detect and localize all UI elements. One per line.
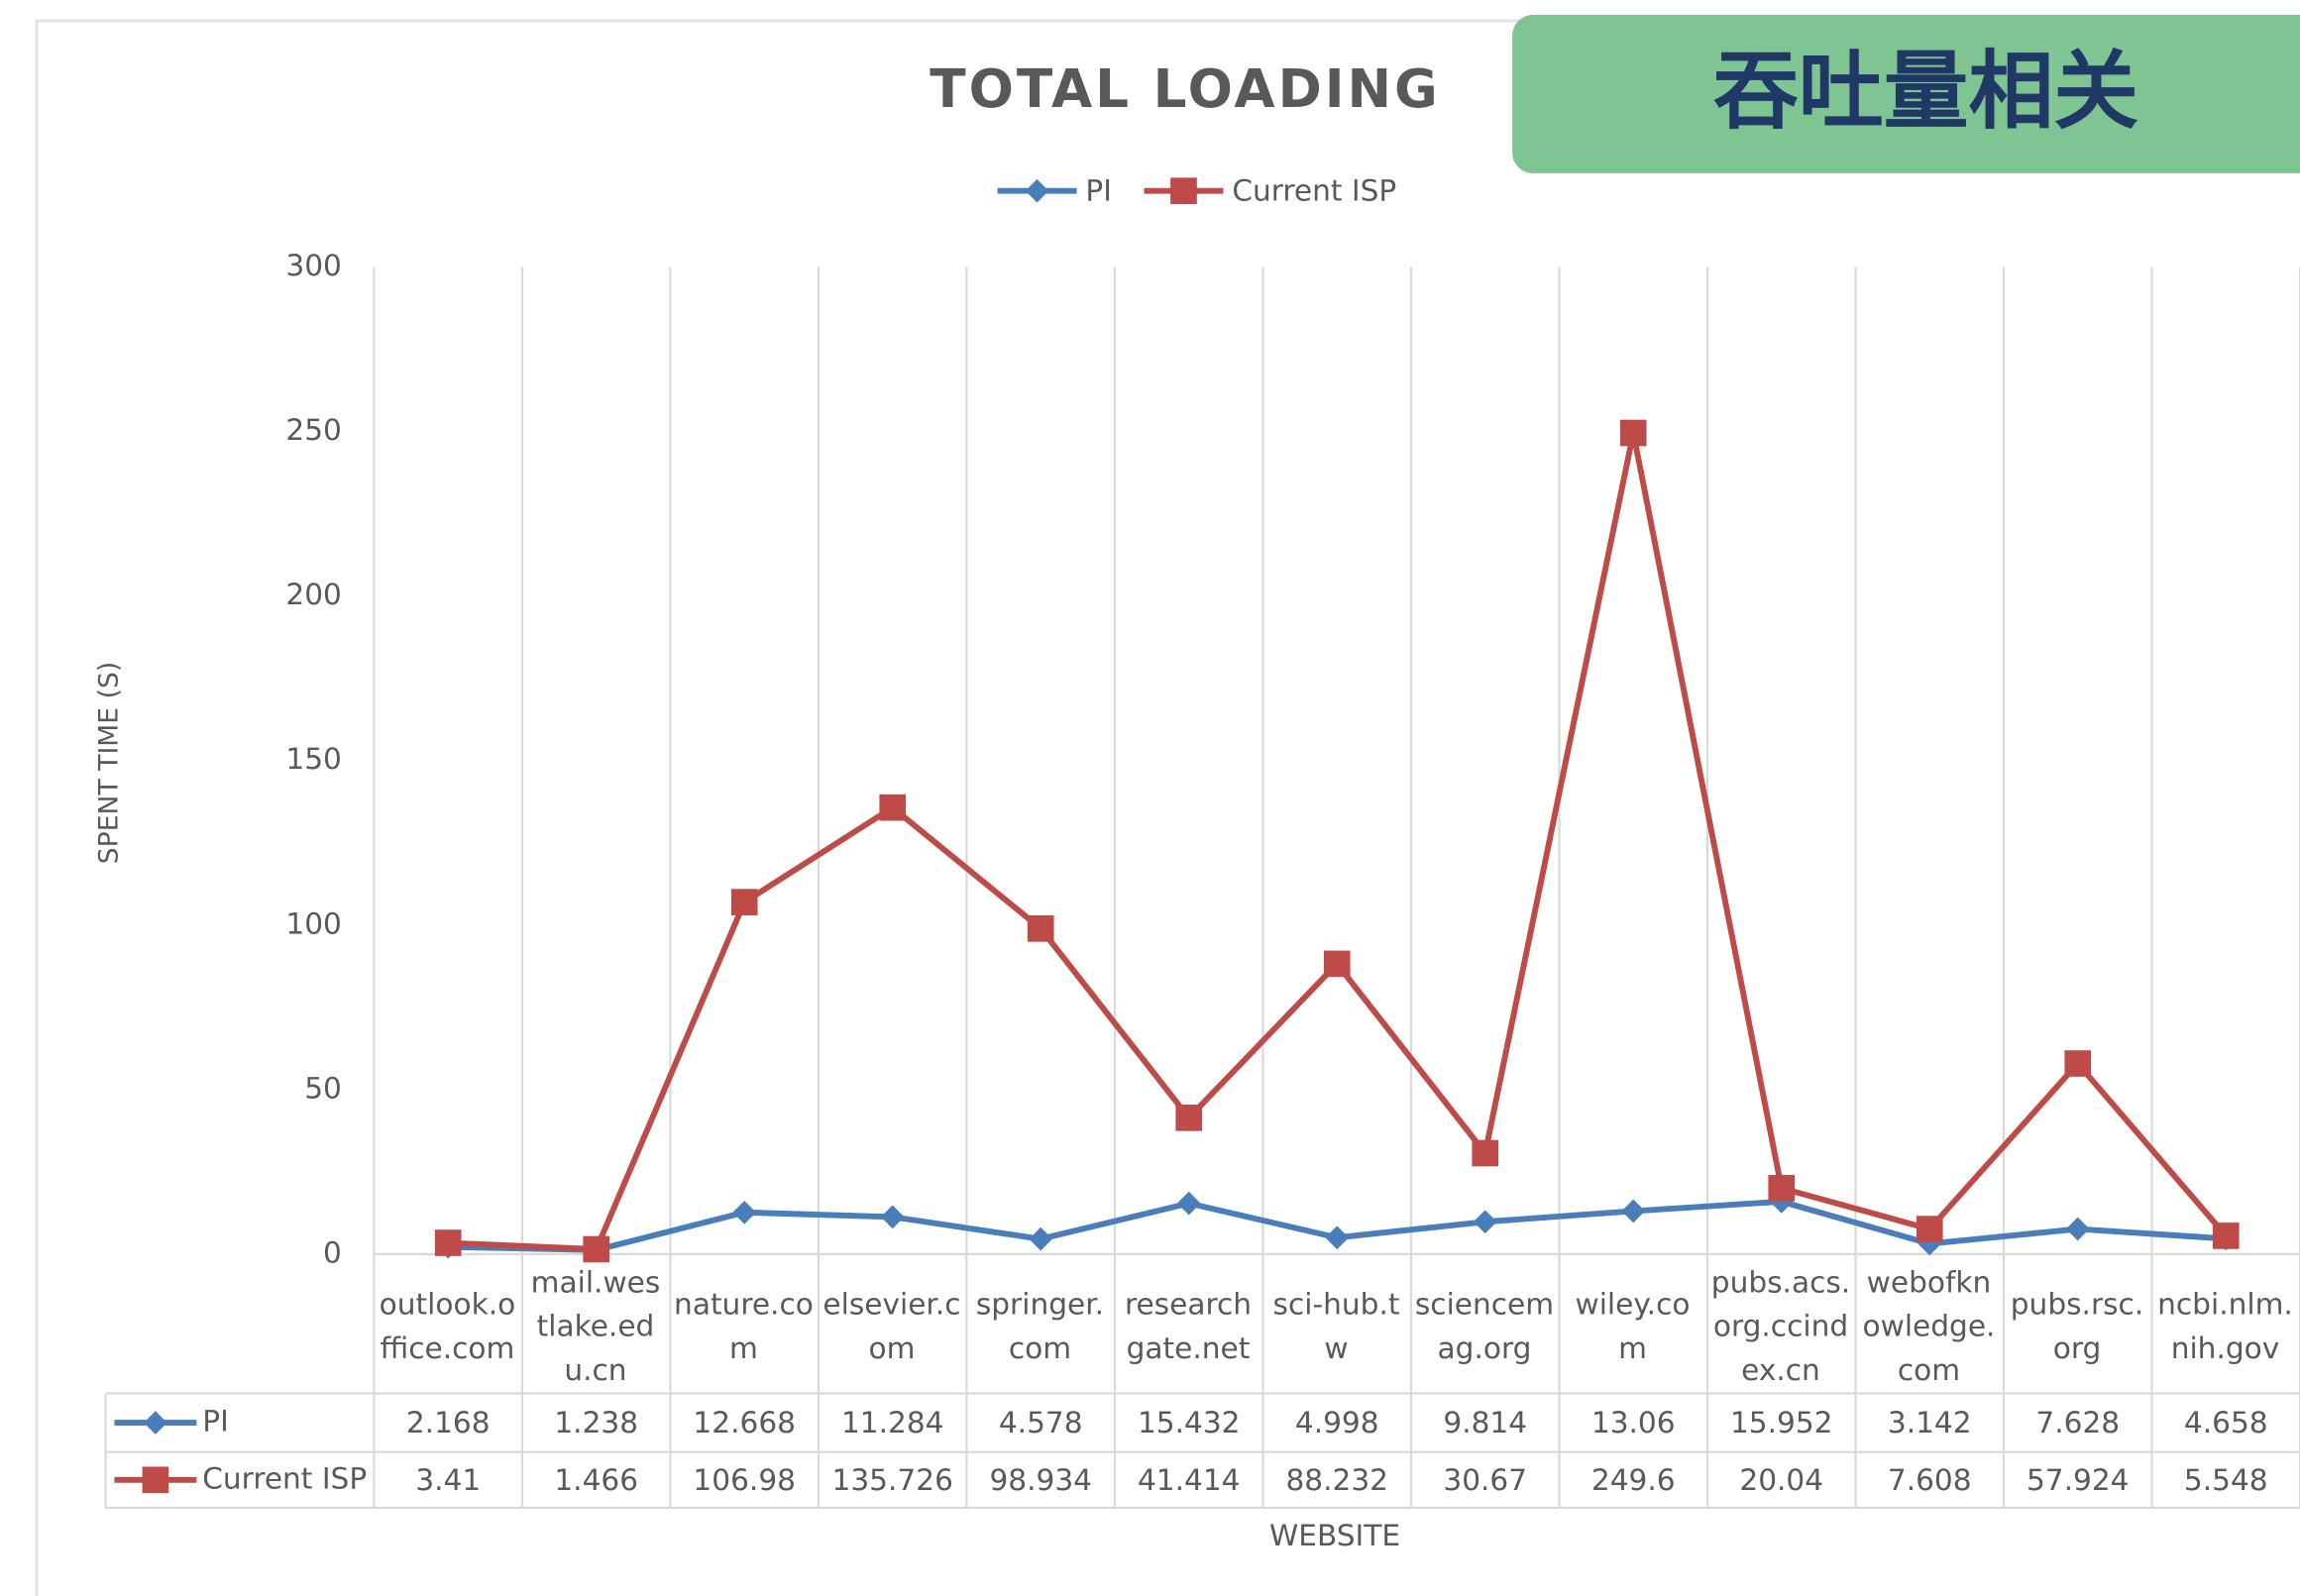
x-tick-label-box: webofknowledge.com: [1862, 1264, 1996, 1388]
table-cell: 9.814: [1443, 1406, 1527, 1439]
x-tick-label-box: pubs.acs.org.ccindex.cn: [1710, 1264, 1851, 1388]
x-tick-label-box: springer.com: [975, 1286, 1105, 1366]
point: [2064, 1050, 2092, 1077]
chart-frame: [35, 19, 2300, 1596]
x-tick-label-box: mail.westlake.edu.cn: [530, 1264, 661, 1388]
table-cell: 15.432: [1138, 1406, 1241, 1439]
point: [1175, 1105, 1203, 1131]
table-cell: 13.06: [1591, 1406, 1676, 1439]
point: [1027, 915, 1054, 942]
table-legend-label: PI: [202, 1405, 229, 1438]
point: [879, 794, 907, 821]
point: [1170, 177, 1197, 205]
x-tick-label: springer.com: [975, 1286, 1105, 1366]
x-tick-label: ncbi.nlm.nih.gov: [2157, 1286, 2293, 1366]
y-tick-label: 300: [285, 249, 342, 282]
table-cell: 7.628: [2035, 1406, 2120, 1439]
table-cell: 4.998: [1295, 1406, 1379, 1439]
x-tick-label-box: researchgate.net: [1124, 1286, 1253, 1366]
table-cell: 30.67: [1443, 1463, 1527, 1497]
point: [142, 1466, 169, 1494]
x-tick-label: outlook.office.com: [379, 1286, 516, 1366]
point: [583, 1235, 610, 1263]
x-tick-label: elsevier.com: [822, 1286, 961, 1366]
x-tick-label: webofknowledge.com: [1862, 1264, 1996, 1388]
y-axis-label: SPENT TIME (S): [94, 662, 125, 864]
table-cell: 7.608: [1888, 1463, 1972, 1497]
x-tick-label-box: pubs.rsc.org: [2010, 1286, 2144, 1366]
point: [434, 1229, 462, 1256]
chart-title: TOTAL LOADING: [930, 58, 1440, 120]
legend-label: Current ISP: [1232, 174, 1396, 208]
table-cell: 106.98: [693, 1463, 796, 1497]
point: [730, 889, 758, 915]
legend-label: PI: [1085, 174, 1112, 208]
y-tick-label: 0: [323, 1235, 342, 1269]
table-cell: 12.668: [693, 1406, 796, 1439]
table-cell: 15.952: [1730, 1406, 1833, 1439]
x-tick-label: sci-hub.tw: [1272, 1286, 1400, 1366]
x-tick-label: wiley.com: [1575, 1286, 1691, 1366]
table-cell: 11.284: [841, 1406, 944, 1439]
point: [1768, 1174, 1796, 1202]
point: [1472, 1139, 1499, 1167]
x-tick-label-box: elsevier.com: [822, 1286, 961, 1366]
y-tick-label: 50: [304, 1071, 342, 1105]
table-cell: 249.6: [1591, 1463, 1676, 1497]
table-cell: 3.142: [1888, 1406, 1972, 1439]
y-tick-label: 150: [285, 742, 342, 776]
x-tick-label: pubs.rsc.org: [2010, 1286, 2144, 1366]
banner-box: [1512, 15, 2300, 173]
point: [2212, 1223, 2240, 1249]
table-cell: 98.934: [989, 1463, 1092, 1497]
x-axis-label: WEBSITE: [1269, 1519, 1400, 1552]
x-tick-label-box: outlook.office.com: [379, 1286, 516, 1366]
x-tick-label: mail.westlake.edu.cn: [530, 1264, 661, 1388]
table-cell: 3.41: [415, 1463, 481, 1497]
x-tick-label: researchgate.net: [1124, 1286, 1253, 1366]
table-cell: 20.04: [1739, 1463, 1823, 1497]
table-cell: 88.232: [1285, 1463, 1388, 1497]
y-tick-label: 200: [285, 578, 342, 611]
point: [1916, 1216, 1943, 1242]
table-cell: 135.726: [832, 1463, 953, 1497]
x-tick-label-box: sci-hub.tw: [1272, 1286, 1400, 1366]
x-tick-label: nature.com: [674, 1286, 814, 1366]
x-tick-label-box: ncbi.nlm.nih.gov: [2157, 1286, 2293, 1366]
table-cell: 41.414: [1138, 1463, 1241, 1497]
point: [1619, 419, 1647, 447]
table-cell: 5.548: [2184, 1463, 2268, 1497]
y-tick-label: 100: [285, 906, 342, 940]
x-tick-label-box: nature.com: [674, 1286, 814, 1366]
table-cell: 57.924: [2026, 1463, 2130, 1497]
x-tick-label-box: wiley.com: [1575, 1286, 1691, 1366]
table-cell: 2.168: [406, 1406, 491, 1439]
x-tick-label: pubs.acs.org.ccindex.cn: [1710, 1264, 1851, 1388]
table-cell: 4.658: [2184, 1406, 2268, 1439]
point: [1323, 950, 1351, 978]
table-cell: 4.578: [999, 1406, 1083, 1439]
table-legend-label: Current ISP: [202, 1461, 367, 1495]
x-tick-label: sciencemag.org: [1414, 1286, 1555, 1366]
table-cell: 1.238: [554, 1406, 638, 1439]
y-tick-label: 250: [285, 413, 342, 447]
table-cell: 1.466: [554, 1463, 638, 1497]
banner: 吞吐量相关: [1713, 42, 2138, 141]
x-tick-label-box: sciencemag.org: [1414, 1286, 1555, 1366]
point: [1621, 1199, 1646, 1224]
